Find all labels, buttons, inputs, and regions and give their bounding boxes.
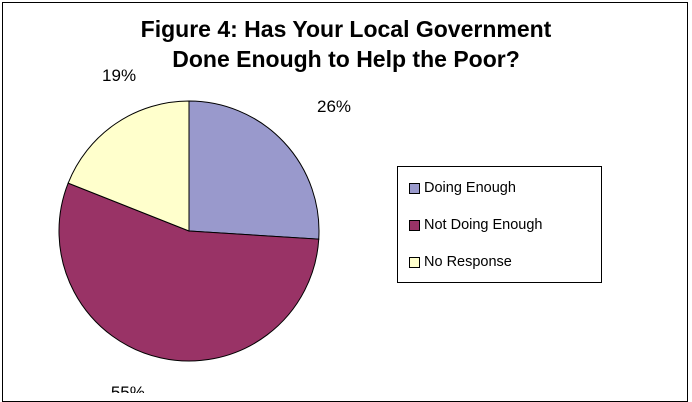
legend-label-no-response: No Response (424, 254, 512, 270)
pie-slice-doing-enough (188, 100, 320, 240)
legend-swatch-doing-enough (409, 182, 420, 194)
legend-label-doing-enough: Doing Enough (424, 180, 516, 196)
pie-chart: 26% 55% 19% (58, 66, 351, 393)
chart-title: Figure 4: Has Your Local Government Done… (0, 14, 692, 74)
legend-swatch-not-doing-enough (409, 219, 420, 231)
legend-swatch-no-response (409, 256, 420, 268)
pie-slice-not-doing-enough (58, 182, 320, 362)
data-label-not-doing-enough: 55% (111, 383, 145, 393)
legend-item-not-doing-enough: Not Doing Enough (409, 215, 543, 235)
chart-title-line-1: Figure 4: Has Your Local Government (140, 16, 552, 42)
legend: Doing Enough Not Doing Enough No Respons… (397, 166, 602, 283)
data-label-doing-enough: 26% (317, 97, 351, 116)
data-label-no-response: 19% (102, 66, 136, 85)
chart-title-line-2: Done Enough to Help the Poor? (172, 46, 520, 72)
legend-item-no-response: No Response (409, 252, 512, 272)
legend-item-doing-enough: Doing Enough (409, 178, 516, 198)
legend-label-not-doing-enough: Not Doing Enough (424, 217, 543, 233)
pie-slice-no-response (67, 100, 190, 232)
